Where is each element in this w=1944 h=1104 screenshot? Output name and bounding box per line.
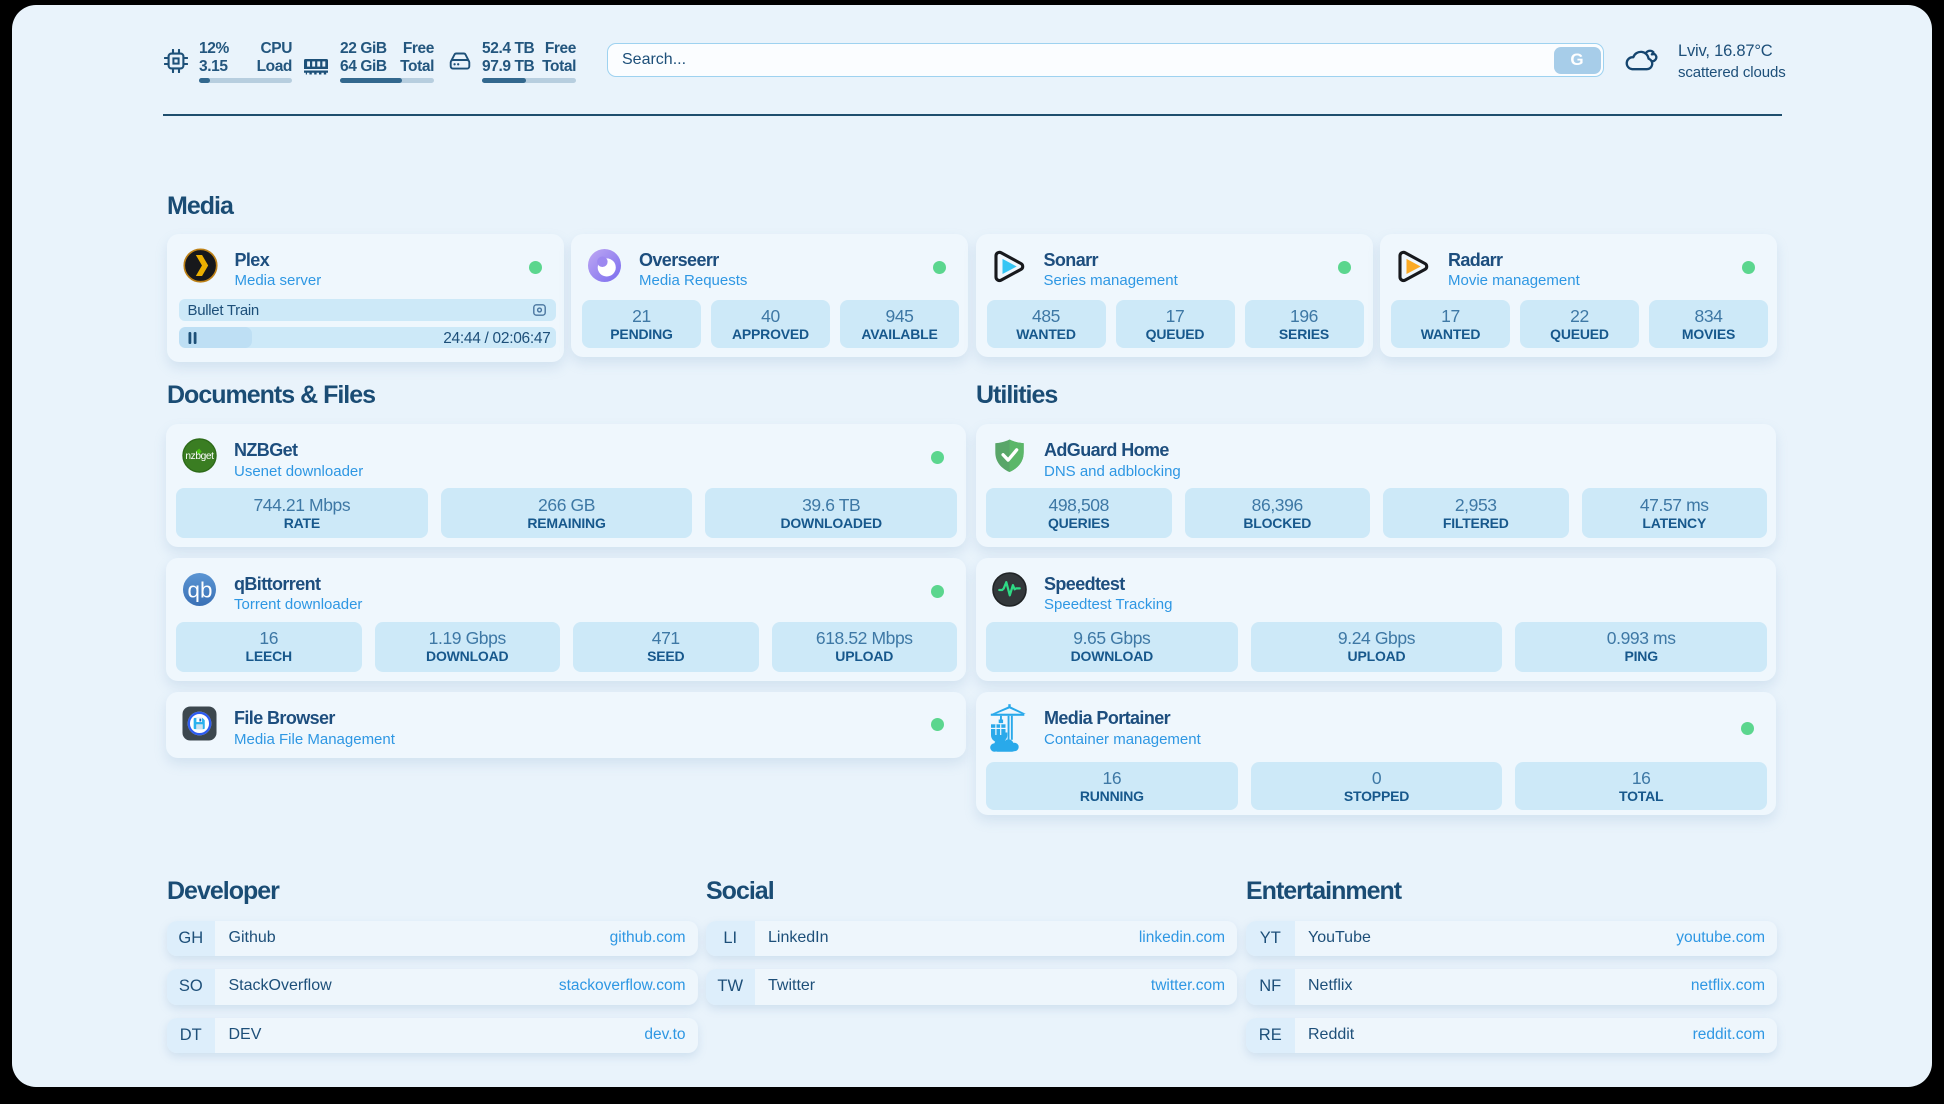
svg-text:qb: qb <box>188 577 213 602</box>
svg-text:nzbget: nzbget <box>185 451 214 462</box>
